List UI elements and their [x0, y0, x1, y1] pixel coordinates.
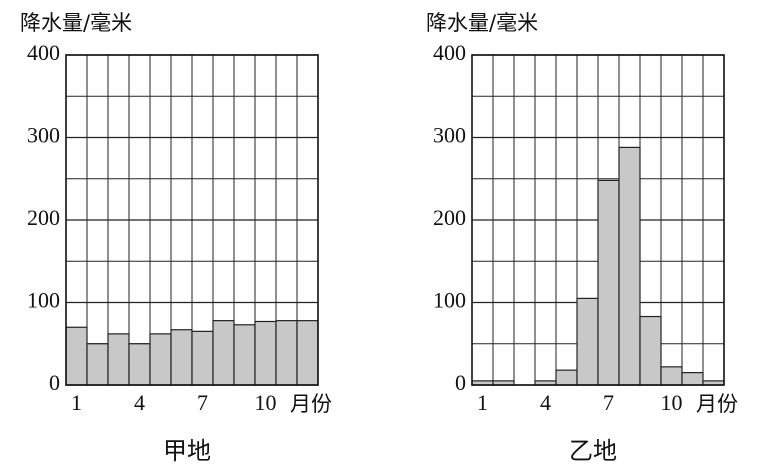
x-tick-label: 10 — [255, 390, 277, 415]
x-tick-label: 1 — [71, 390, 82, 415]
bar — [555, 369, 578, 386]
y-tick-label: 400 — [27, 40, 60, 65]
x-axis-label: 月份 — [696, 392, 738, 416]
bar — [65, 326, 88, 386]
y-tick-label: 300 — [433, 123, 466, 148]
y-tick-label: 0 — [455, 370, 466, 395]
bar — [597, 179, 620, 386]
y-tick-label: 100 — [27, 288, 60, 313]
bar — [660, 366, 683, 386]
chart-subtitle: 乙地 — [569, 437, 617, 465]
bar — [107, 333, 130, 386]
plot-frame — [471, 54, 725, 386]
bar — [149, 333, 172, 386]
bar — [212, 320, 235, 386]
bar — [275, 320, 298, 386]
y-tick-label: 300 — [27, 123, 60, 148]
x-tick-label: 4 — [540, 390, 551, 415]
y-tick-label: 400 — [433, 40, 466, 65]
bar — [681, 372, 704, 386]
bar — [254, 320, 277, 386]
bar — [86, 343, 109, 386]
chart-subtitle: 甲地 — [163, 437, 211, 465]
bar — [191, 330, 214, 386]
x-tick-label: 7 — [603, 390, 614, 415]
x-axis-label: 月份 — [290, 392, 332, 416]
bar — [296, 320, 319, 386]
bar — [618, 146, 641, 386]
bar — [576, 297, 599, 386]
bar — [170, 329, 193, 386]
x-tick-label: 4 — [134, 390, 145, 415]
bar — [639, 315, 662, 386]
bar — [128, 343, 151, 386]
y-tick-label: 100 — [433, 288, 466, 313]
x-tick-label: 7 — [197, 390, 208, 415]
x-tick-label: 10 — [661, 390, 683, 415]
y-axis-label: 降水量/毫米 — [426, 11, 538, 35]
y-axis-label: 降水量/毫米 — [20, 11, 132, 35]
bar — [233, 324, 256, 386]
y-tick-label: 200 — [27, 205, 60, 230]
plot-frame — [65, 54, 319, 386]
y-tick-label: 0 — [49, 370, 60, 395]
y-tick-label: 200 — [433, 205, 466, 230]
x-tick-label: 1 — [477, 390, 488, 415]
